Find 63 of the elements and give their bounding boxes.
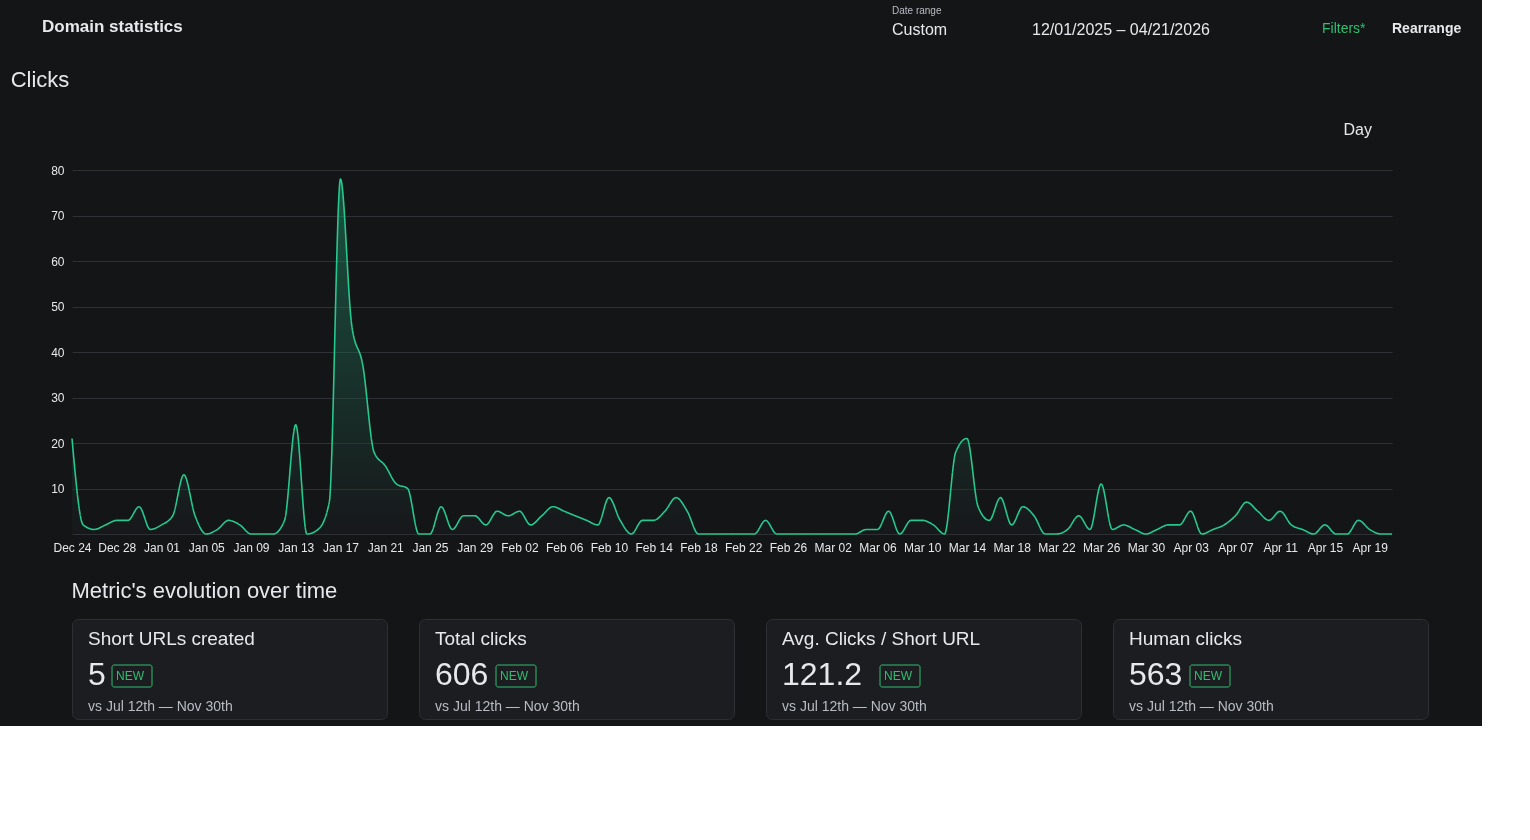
x-tick-label: Dec 24: [53, 540, 92, 555]
chart-title: Clicks: [10, 67, 70, 92]
text: Custom: [892, 21, 948, 38]
x-tick-label: Apr 15: [1307, 540, 1344, 555]
text: 563: [1129, 656, 1183, 692]
text: Metric's evolution over time: [71, 577, 338, 603]
x-tick-label: Feb 18: [680, 540, 718, 555]
y-tick-label: 50: [51, 300, 65, 314]
text: vs Jul 12th — Nov 30th: [88, 698, 233, 714]
x-tick-label: Feb 22: [725, 540, 763, 555]
text: vs Jul 12th — Nov 30th: [782, 698, 927, 714]
text: 5: [88, 656, 106, 692]
x-tick-label: Mar 30: [1127, 540, 1166, 555]
x-tick-label: Apr 07: [1218, 540, 1254, 555]
x-tick-label: Mar 26: [1082, 540, 1121, 555]
text: Human clicks: [1129, 628, 1242, 649]
x-tick-label: Mar 18: [993, 540, 1032, 555]
text: 12/01/2025 – 04/21/2026: [1032, 21, 1211, 38]
text: vs Jul 12th — Nov 30th: [1129, 698, 1274, 714]
y-tick-label: 20: [51, 436, 65, 451]
x-tick-label: Mar 06: [859, 540, 897, 555]
text: Filters*: [1322, 20, 1367, 36]
text: vs Jul 12th — Nov 30th: [435, 698, 580, 714]
x-tick-label: Feb 14: [635, 540, 674, 555]
x-tick-label: Jan 05: [188, 540, 226, 555]
x-tick-label: Apr 03: [1173, 540, 1210, 555]
y-tick-label: 60: [51, 254, 65, 269]
y-tick-label: 70: [51, 209, 65, 223]
x-tick-label: Jan 25: [412, 540, 449, 555]
text: Date range: [892, 5, 942, 16]
text: NEW: [116, 669, 145, 683]
y-tick-label: 10: [51, 482, 65, 496]
text: Day: [1343, 121, 1372, 138]
y-tick-label: 40: [51, 345, 65, 360]
text: 606: [435, 656, 489, 692]
x-tick-label: Jan 01: [143, 540, 181, 555]
x-tick-label: Mar 10: [903, 540, 942, 555]
text: NEW: [884, 669, 913, 683]
x-tick-label: Feb 26: [769, 540, 808, 555]
y-tick-label: 80: [51, 163, 65, 178]
x-tick-label: Jan 13: [278, 540, 315, 555]
x-tick-label: Jan 21: [367, 540, 405, 555]
text: Domain statistics: [42, 17, 183, 36]
x-tick-label: Jan 17: [322, 540, 360, 555]
text: Short URLs created: [88, 628, 255, 649]
x-tick-label: Feb 06: [546, 540, 584, 555]
x-tick-label: Feb 10: [590, 540, 629, 555]
x-tick-label: Feb 02: [501, 540, 539, 555]
y-tick-label: 30: [51, 391, 65, 405]
x-tick-label: Apr 11: [1263, 540, 1299, 555]
x-tick-label: Mar 02: [814, 540, 853, 555]
x-tick-label: Mar 22: [1038, 540, 1076, 555]
text: Avg. Clicks / Short URL: [782, 628, 981, 649]
text: NEW: [500, 669, 529, 683]
text: Total clicks: [435, 628, 527, 649]
text: 121.2: [782, 656, 863, 692]
x-tick-label: Apr 19: [1352, 540, 1389, 555]
text: NEW: [1194, 669, 1223, 683]
x-tick-label: Jan 29: [457, 540, 494, 555]
x-tick-label: Jan 09: [233, 540, 270, 555]
x-tick-label: Mar 14: [948, 540, 987, 555]
x-tick-label: Dec 28: [98, 540, 137, 555]
text: Rearrange: [1392, 20, 1462, 36]
